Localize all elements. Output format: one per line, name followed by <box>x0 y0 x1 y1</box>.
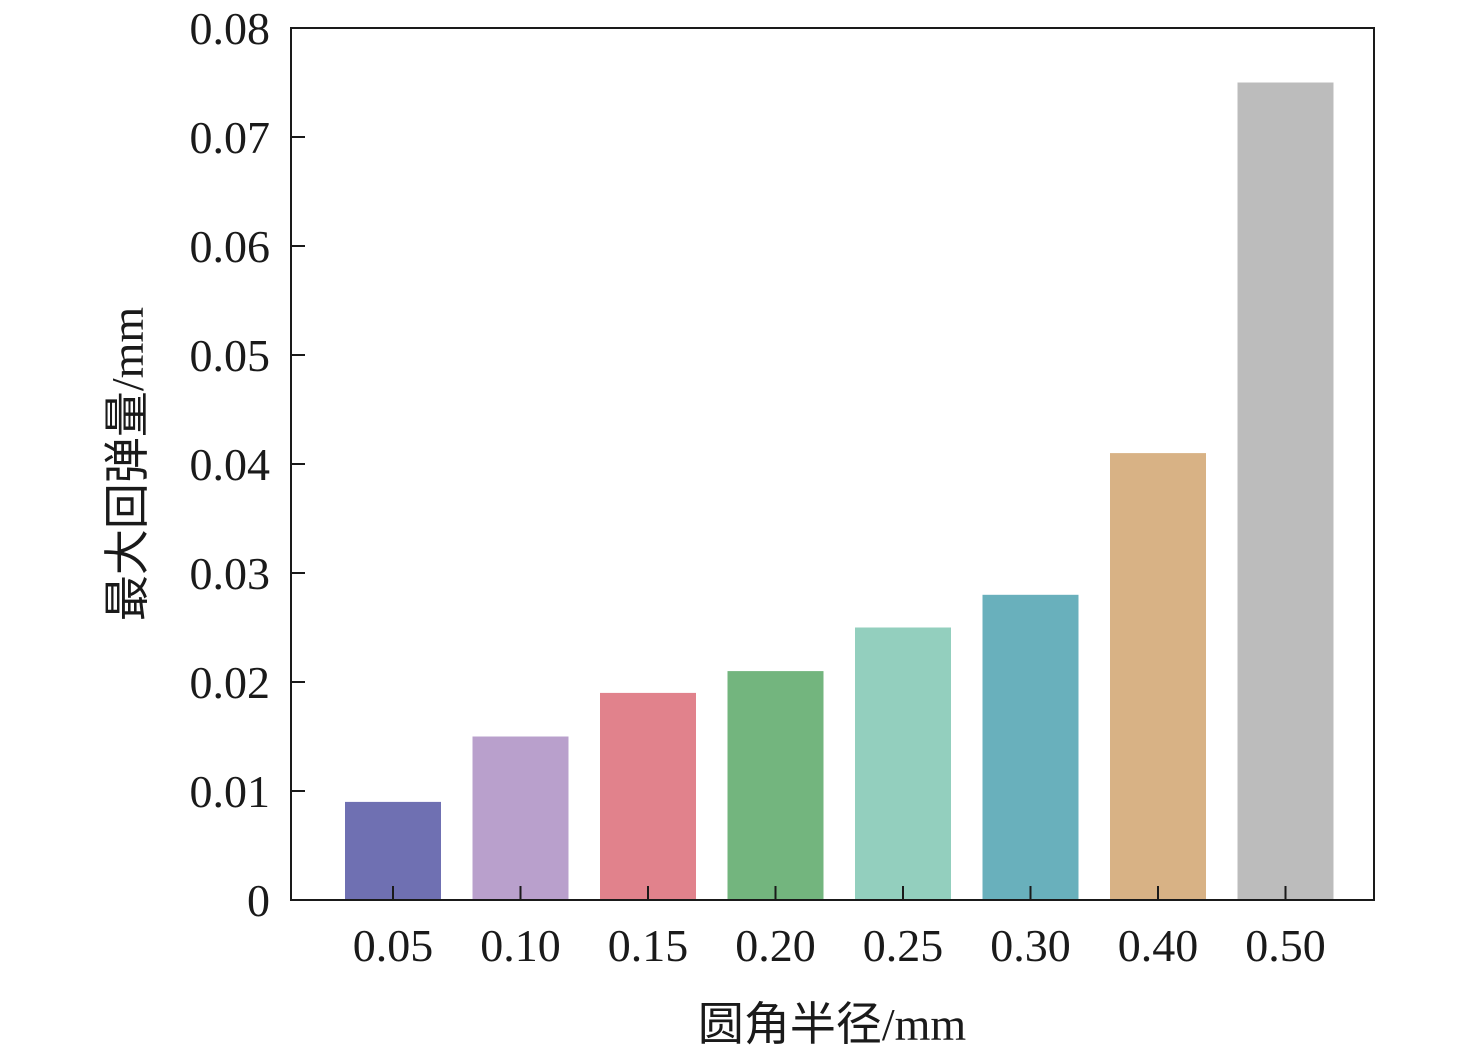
bars-layer <box>345 82 1334 900</box>
x-tick-label: 0.10 <box>480 920 561 971</box>
x-tick-label: 0.50 <box>1245 920 1326 971</box>
plot-frame <box>290 27 1375 901</box>
x-tick-label: 0.25 <box>863 920 944 971</box>
x-tick-label: 0.20 <box>735 920 816 971</box>
bar-0.05 <box>345 801 441 900</box>
y-tick-label: 0.07 <box>190 112 271 163</box>
y-tick-label: 0 <box>247 875 270 926</box>
y-axis: 0 0.01 0.02 0.03 0.04 0.05 0.06 0.07 0.08 <box>190 3 305 926</box>
x-tick-label: 0.15 <box>608 920 689 971</box>
x-tick-label: 0.05 <box>353 920 434 971</box>
y-axis-label: 最大回弹量/mm <box>102 307 153 622</box>
x-tick-label: 0.40 <box>1118 920 1199 971</box>
x-axis-label: 圆角半径/mm <box>698 999 967 1050</box>
y-tick-label: 0.01 <box>190 766 271 817</box>
y-tick-label: 0.05 <box>190 330 271 381</box>
bar-0.20 <box>727 671 824 900</box>
bar-0.40 <box>1110 453 1206 900</box>
bar-0.25 <box>855 627 951 900</box>
y-tick-label: 0.06 <box>190 221 271 272</box>
bar-0.50 <box>1237 82 1334 900</box>
y-tick-label: 0.04 <box>190 439 271 490</box>
y-tick-label: 0.03 <box>190 548 271 599</box>
bar-0.15 <box>600 692 696 900</box>
x-tick-label: 0.30 <box>990 920 1071 971</box>
x-axis: 0.05 0.10 0.15 0.20 0.25 0.30 0.40 0.50 <box>353 886 1326 971</box>
bar-0.30 <box>982 594 1079 900</box>
y-tick-label: 0.02 <box>190 657 271 708</box>
y-tick-label: 0.08 <box>190 3 271 54</box>
bar-0.10 <box>472 736 569 900</box>
